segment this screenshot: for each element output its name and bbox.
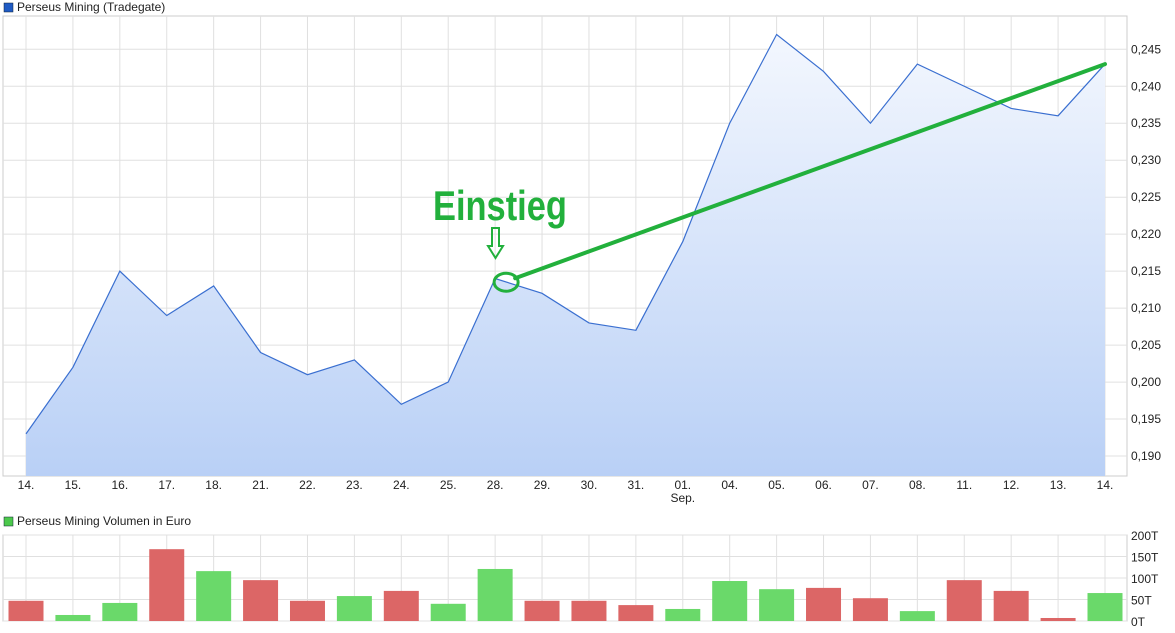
x-tick-label: 05.	[768, 478, 785, 492]
volume-bar	[946, 580, 982, 621]
volume-bar	[993, 590, 1029, 621]
volume-bar	[524, 600, 560, 621]
price-ytick-label: 0,225	[1131, 190, 1161, 204]
volume-bar	[1087, 593, 1123, 621]
x-tick-label: 31.	[628, 478, 645, 492]
volume-ytick-label: 150T	[1131, 551, 1159, 565]
x-tick-label: 16.	[111, 478, 128, 492]
x-tick-label: 22.	[299, 478, 316, 492]
x-tick-label: 01.	[674, 478, 691, 492]
month-label: Sep.	[670, 491, 695, 505]
volume-bar	[665, 608, 701, 621]
volume-bar	[571, 600, 607, 621]
x-tick-label: 23.	[346, 478, 363, 492]
x-tick-label: 30.	[581, 478, 598, 492]
volume-bar	[806, 587, 842, 621]
x-tick-label: 11.	[956, 478, 972, 492]
volume-bar	[102, 602, 138, 621]
price-ytick-label: 0,215	[1131, 264, 1161, 278]
price-ytick-label: 0,240	[1131, 79, 1161, 93]
volume-bar	[712, 581, 748, 621]
x-tick-label: 18.	[205, 478, 222, 492]
price-ytick-label: 0,200	[1131, 375, 1161, 389]
volume-bar	[618, 605, 654, 621]
volume-bar	[196, 571, 232, 621]
volume-bar	[55, 614, 91, 621]
price-ytick-label: 0,210	[1131, 301, 1161, 315]
price-ytick-label: 0,190	[1131, 449, 1161, 463]
price-line	[25, 33, 1106, 435]
volume-bar	[759, 589, 795, 621]
volume-bar	[149, 549, 185, 621]
einstieg-annotation: Einstieg	[433, 183, 567, 230]
x-tick-label: 24.	[393, 478, 410, 492]
volume-bar	[899, 611, 935, 621]
volume-ytick-label: 200T	[1131, 529, 1159, 543]
volume-bar	[852, 598, 888, 621]
price-ytick-label: 0,205	[1131, 338, 1161, 352]
x-tick-label: 12.	[1003, 478, 1020, 492]
price-ytick-label: 0,235	[1131, 116, 1161, 130]
volume-bar	[383, 590, 419, 621]
volume-ytick-label: 50T	[1131, 594, 1152, 608]
x-tick-label: 14.	[18, 478, 35, 492]
trend-line	[513, 62, 1107, 281]
x-tick-label: 08.	[909, 478, 926, 492]
price-ytick-label: 0,195	[1131, 412, 1161, 426]
x-tick-label: 04.	[721, 478, 738, 492]
price-ytick-label: 0,230	[1131, 153, 1161, 167]
price-ytick-label: 0,220	[1131, 227, 1161, 241]
volume-bar	[477, 568, 513, 621]
x-tick-label: 06.	[815, 478, 832, 492]
volume-bar	[1040, 617, 1076, 621]
x-tick-label: 28.	[487, 478, 504, 492]
volume-ytick-label: 0T	[1131, 615, 1146, 629]
volume-bar	[336, 596, 372, 621]
price-area	[26, 34, 1105, 477]
x-tick-label: 07.	[862, 478, 879, 492]
volume-bar	[430, 603, 466, 621]
x-tick-label: 13.	[1050, 478, 1067, 492]
x-tick-label: 25.	[440, 478, 457, 492]
x-tick-label: 17.	[158, 478, 175, 492]
volume-bar	[289, 600, 325, 621]
volume-ytick-label: 100T	[1131, 572, 1159, 586]
price-legend-swatch	[3, 2, 14, 13]
price-chart-title: Perseus Mining (Tradegate)	[17, 0, 165, 14]
volume-legend-swatch	[3, 516, 14, 527]
x-tick-label: 21.	[252, 478, 269, 492]
entry-circle	[492, 271, 520, 293]
volume-chart-title: Perseus Mining Volumen in Euro	[17, 514, 191, 528]
volume-bar	[243, 580, 279, 621]
x-tick-label: 14.	[1097, 478, 1114, 492]
x-tick-label: 15.	[65, 478, 82, 492]
down-arrow-icon	[486, 227, 505, 260]
price-ytick-label: 0,245	[1131, 42, 1161, 56]
x-tick-label: 29.	[534, 478, 551, 492]
volume-bar	[8, 600, 44, 621]
